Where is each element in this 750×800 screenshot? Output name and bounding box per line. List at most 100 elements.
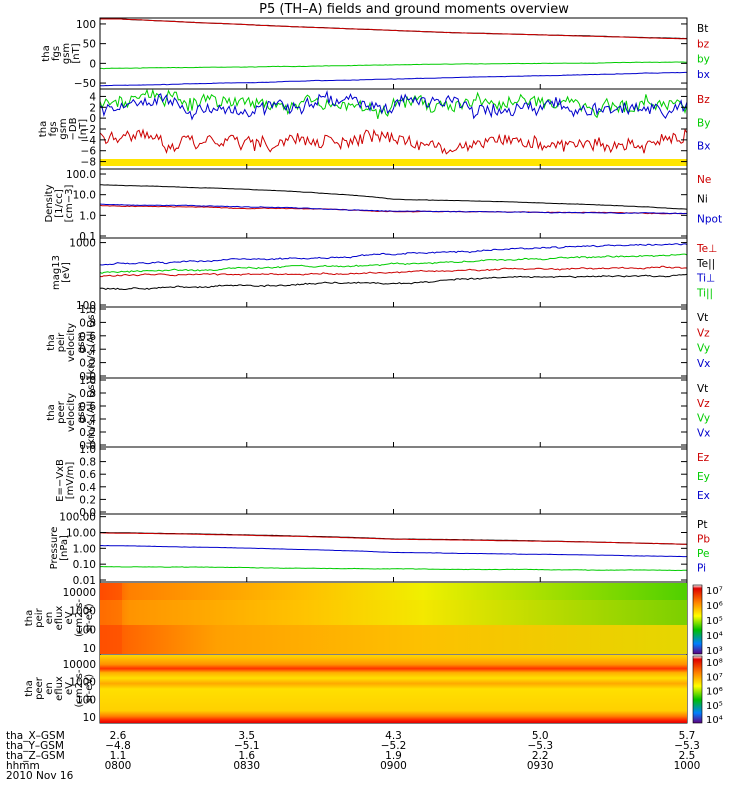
- y-axis-label-line: tha: [38, 121, 49, 137]
- y-tick-label: 4: [89, 91, 96, 103]
- series-line-8-Pi: [99, 544, 687, 558]
- series-line-3-Ni: [100, 184, 688, 210]
- y-tick-label: −2: [81, 124, 96, 136]
- legend-label: Ez: [697, 452, 710, 464]
- colorbar-label: 10⁵: [706, 701, 723, 712]
- series-line-3-Npot: [99, 203, 688, 215]
- y-axis-label-line: [mV/m]: [65, 462, 76, 500]
- y-tick-label: 10000: [63, 587, 96, 599]
- y-axis-label-9: tha peir en eflux eV (cm2-s-sr-eV): [24, 599, 95, 637]
- panel-8: 100.00 10.00 1.00 0.10 0.01 Pt Pb Pe Pi Pressure[…: [49, 512, 710, 587]
- x-axis-value: −5.3: [674, 740, 700, 752]
- y-tick-label: 10.0: [73, 190, 96, 202]
- series-line-2-Bz: [99, 128, 688, 155]
- legend-label: Vx: [697, 427, 710, 439]
- y-tick-label: 1000: [69, 606, 96, 618]
- x-axis-value: 2.6: [110, 730, 127, 742]
- y-axis-label-line: en: [44, 682, 55, 695]
- y-axis-label-6: tha peer velocity gsm [km/s (All Qs)]: [46, 377, 97, 449]
- y-axis-label-line: gsm: [58, 118, 69, 139]
- y-axis-label-line: [cm−3]: [64, 185, 75, 223]
- panel-frame-3: [99, 168, 688, 239]
- y-tick-label: 0.8: [79, 317, 96, 329]
- y-tick-label: −8: [81, 157, 96, 169]
- x-axis-row-label: tha_Z–GSM: [6, 750, 65, 762]
- legend-label: Bx: [697, 141, 710, 153]
- colorbar-label: 10⁵: [706, 616, 723, 627]
- legend-label: Bt: [697, 23, 708, 35]
- x-axis-value: 0930: [527, 760, 554, 772]
- spectrogram-ion-low-energy: [100, 625, 687, 654]
- legend-label: Te⊥: [696, 243, 717, 255]
- y-axis-label-line: eV: [64, 611, 75, 624]
- x-axis-value: 5.7: [679, 730, 696, 742]
- legend-label: Vz: [697, 398, 710, 410]
- y-tick-label: −6: [81, 146, 97, 158]
- colorbar-label: 10⁶: [706, 687, 723, 698]
- y-axis-label-line: gsm: [61, 43, 72, 64]
- panel-5: 1.00.8 0.60.4 0.20.0 Vt Vz Vy Vx tha peir velocit…: [46, 304, 710, 383]
- y-axis-label-line: mag13: [51, 255, 62, 290]
- y-tick-label: 0.8: [79, 457, 96, 469]
- y-tick-label: 0.0: [79, 440, 96, 452]
- legend-label: bz: [697, 38, 710, 50]
- y-axis-label-5: tha peir velocity gsm [km/s (All Qs)]: [46, 307, 97, 379]
- y-axis-label-line: peir: [34, 607, 45, 627]
- colorbar-label: 10³: [706, 646, 723, 657]
- panel-frame-8: [99, 513, 688, 583]
- colorbar-ion: [692, 584, 703, 655]
- y-axis-label-line: E=−VxB: [55, 459, 66, 502]
- x-axis-value: 0800: [105, 760, 132, 772]
- y-tick-label: 0.8: [79, 388, 96, 400]
- y-axis-label-8: Pressure [nPa]: [49, 527, 70, 570]
- series-line-4-Ti||: [99, 253, 688, 274]
- y-axis-label-line: velocity: [66, 323, 77, 362]
- series-line-2-Bx: [99, 90, 688, 121]
- series-line-2-By: [99, 88, 688, 120]
- y-axis-label-line: [nT]: [71, 43, 82, 63]
- x-axis-value: 1.1: [110, 750, 127, 762]
- legend-label: Ni: [697, 194, 708, 206]
- y-axis-label-7: E=−VxB [mV/m]: [55, 459, 76, 502]
- y-axis-label-line: [nPa]: [59, 535, 70, 561]
- y-tick-label: 0.2: [79, 494, 96, 506]
- colorbar-label: 10⁷: [706, 586, 723, 597]
- series-line-8-Pe: [99, 565, 687, 572]
- y-tick-label: 100: [76, 624, 96, 636]
- legend-label: Vy: [697, 343, 710, 355]
- x-axis-value: 0830: [233, 760, 260, 772]
- y-axis-label-3: Density [1/cc] [cm−3]: [44, 184, 75, 222]
- y-tick-label: 100: [76, 19, 96, 31]
- series-line-4-Te⊥: [99, 265, 688, 278]
- x-axis-value: 1.6: [238, 750, 255, 762]
- panel-frame-5: [99, 306, 688, 379]
- colorbar-label: 10⁴: [706, 715, 723, 726]
- series-line-4-Ti⊥: [99, 243, 688, 266]
- y-tick-label: 0.01: [73, 575, 96, 587]
- y-tick-label: 1000: [69, 677, 96, 689]
- spectrogram-electron-fill: [100, 655, 687, 723]
- y-tick-label: −4: [81, 135, 97, 147]
- panel-2: 420−2−4−6−8 Bz By Bx tha fgs gsm −DB [nT]: [38, 88, 710, 170]
- y-axis-label-line: tha: [24, 680, 35, 696]
- legend-label: Vx: [697, 358, 710, 370]
- series-line-8-Pb: [100, 532, 688, 545]
- y-axis-label-line: (cm2-s-: [74, 599, 85, 637]
- y-tick-label: 0.6: [79, 401, 96, 413]
- y-axis-label-line: gsm: [76, 332, 87, 353]
- legend-label: Vt: [697, 383, 708, 395]
- x-axis-value: 3.5: [238, 730, 255, 742]
- y-axis-label-line: [1/cc]: [54, 189, 65, 218]
- y-axis-label-line: peir: [56, 332, 67, 352]
- y-axis-label-line: [km/s (All Qs)]: [86, 377, 97, 449]
- y-tick-label: 100.00: [59, 512, 96, 524]
- y-tick-label: 2: [89, 102, 96, 114]
- x-axis-value: −5.2: [381, 740, 407, 752]
- legend-label: Ex: [697, 490, 710, 502]
- panel-frame-1: [99, 17, 688, 90]
- panel-1: 100 50 0 −50 Bt bz by bx tha fgs gsm [nT]: [41, 17, 710, 90]
- y-axis-label-line: tha: [24, 610, 35, 626]
- colorbar-electron: [692, 655, 703, 724]
- panel-4: 1000 100 Te⊥ Te|| Ti⊥ Ti|| mag13 [eV]: [51, 237, 717, 312]
- y-axis-label-line: eflux: [54, 606, 65, 631]
